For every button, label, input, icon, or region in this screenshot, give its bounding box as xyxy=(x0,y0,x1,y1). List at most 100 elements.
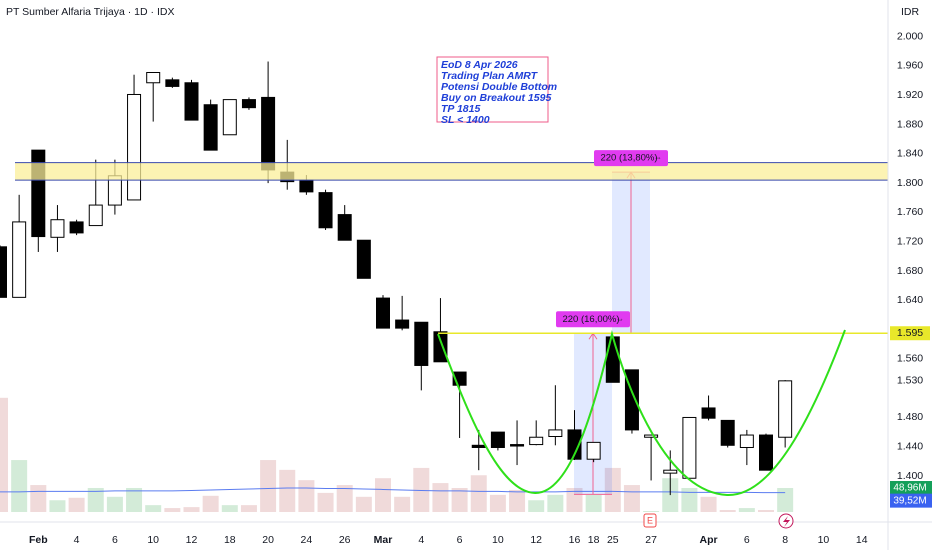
currency: IDR xyxy=(901,6,920,18)
pattern-curve xyxy=(437,329,846,497)
volume-bar xyxy=(489,494,506,512)
candle-body xyxy=(203,104,218,151)
y-tick-label: 1.640 xyxy=(897,294,923,306)
note-line: TP 1815 xyxy=(441,103,480,115)
x-tick-label: 4 xyxy=(74,534,80,546)
candle-body xyxy=(184,82,199,121)
x-tick-label: 18 xyxy=(588,534,600,546)
volume-bar xyxy=(145,505,162,512)
x-tick-label: 27 xyxy=(645,534,657,546)
candle-body xyxy=(165,79,180,87)
candle-body xyxy=(395,319,410,329)
x-tick-label: 18 xyxy=(224,534,236,546)
candle-body xyxy=(241,99,256,109)
candle-body xyxy=(127,93,142,201)
x-tick-label: 10 xyxy=(147,534,159,546)
candle-body xyxy=(261,96,276,171)
volume-bar xyxy=(221,505,238,512)
x-tick-label: Mar xyxy=(374,534,393,546)
y-tick-label: 1.720 xyxy=(897,235,923,247)
plot-area xyxy=(0,61,888,512)
earnings-icon-bg xyxy=(643,513,657,528)
y-tick-label: 1.880 xyxy=(897,118,923,130)
x-tick-label: 10 xyxy=(818,534,830,546)
note-line: SL < 1400 xyxy=(441,114,490,126)
candle-body xyxy=(759,434,773,471)
volume-bar xyxy=(260,460,277,512)
note-line: EoD 8 Apr 2026 xyxy=(441,59,518,71)
candle-body xyxy=(644,434,659,438)
y-tick-label: 1.440 xyxy=(897,441,923,453)
x-tick-label: 26 xyxy=(339,534,351,546)
candle-body xyxy=(471,444,486,448)
volume-bar xyxy=(547,494,564,512)
volume-bar xyxy=(68,497,85,512)
note-line: Potensi Double Bottom xyxy=(441,81,557,93)
volume-bar xyxy=(585,494,602,512)
x-tick-label: Apr xyxy=(700,534,718,546)
candle-body xyxy=(682,416,697,479)
candle-body xyxy=(739,434,754,448)
y-tick-label: 1.760 xyxy=(897,206,923,218)
volume-label: 48,96M xyxy=(893,483,926,494)
volume-bar xyxy=(451,487,468,512)
x-tick-label: Feb xyxy=(29,534,48,546)
volume-bar xyxy=(183,507,200,512)
volume-bar xyxy=(106,496,123,512)
note-line: Trading Plan AMRT xyxy=(441,70,539,82)
measure-icon: ⇔ xyxy=(654,153,662,162)
volume-bar xyxy=(336,485,353,512)
candle-body xyxy=(778,380,793,438)
candle-body xyxy=(720,419,735,446)
candle-body xyxy=(318,192,333,229)
volume-bar xyxy=(528,500,545,512)
candle-body xyxy=(299,179,314,193)
volume-bar xyxy=(604,467,621,512)
measure-label-bg xyxy=(556,311,630,328)
volume-bar xyxy=(738,508,755,512)
volume-bar xyxy=(240,505,257,512)
x-tick-label: 14 xyxy=(856,534,868,546)
candle-body xyxy=(548,429,563,438)
candle-body xyxy=(510,444,525,447)
level-label: 1.595 xyxy=(897,327,923,339)
lightning-icon xyxy=(783,516,790,527)
x-tick-label: 6 xyxy=(457,534,463,546)
volume-bar xyxy=(777,488,794,512)
measure-icon: ⇔ xyxy=(616,314,624,323)
volume-bar xyxy=(355,496,372,512)
x-tick-label: 4 xyxy=(418,534,424,546)
volume-bar xyxy=(375,478,391,512)
candle-body xyxy=(701,407,716,419)
candle-body xyxy=(433,331,448,363)
candle-body xyxy=(490,431,505,448)
x-tick-label: 12 xyxy=(530,534,542,546)
candle-body xyxy=(337,214,352,241)
volume-bar xyxy=(758,510,774,512)
x-tick-label: 24 xyxy=(301,534,313,546)
x-tick-label: 6 xyxy=(112,534,118,546)
candle-body xyxy=(567,429,582,460)
candle-body xyxy=(414,321,429,366)
candle-body xyxy=(0,246,7,298)
volume-ma-label: 39,52M xyxy=(893,495,926,506)
x-tick-label: 12 xyxy=(186,534,198,546)
zone xyxy=(15,162,888,181)
earnings-icon: E xyxy=(647,515,653,525)
volume-bar xyxy=(643,511,660,512)
volume-bar xyxy=(202,495,219,512)
x-tick-label: 20 xyxy=(262,534,274,546)
candle-body xyxy=(586,441,601,460)
y-tick-label: 1.920 xyxy=(897,89,923,101)
y-tick-label: 1.800 xyxy=(897,177,923,189)
volume-bar xyxy=(87,487,104,512)
volume-bar xyxy=(298,480,315,512)
y-tick-label: 1.560 xyxy=(897,353,923,365)
volume-bar xyxy=(394,496,411,512)
volume-bar xyxy=(432,483,449,512)
candle-body xyxy=(663,469,678,474)
candle-body xyxy=(146,72,161,84)
candle-body xyxy=(605,336,620,383)
measure-label: 220 (16,00%) xyxy=(562,314,619,325)
